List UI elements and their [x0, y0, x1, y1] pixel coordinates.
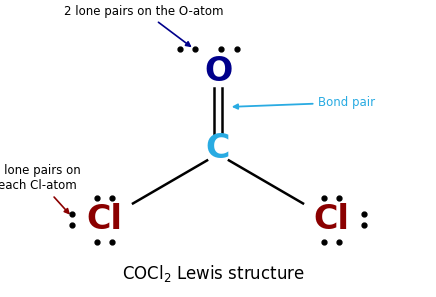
Text: 2 lone pairs on the O-atom: 2 lone pairs on the O-atom — [64, 5, 224, 46]
Text: 3 lone pairs on
each Cl-atom: 3 lone pairs on each Cl-atom — [0, 164, 81, 213]
Text: Cl: Cl — [87, 203, 123, 236]
Text: O: O — [204, 55, 232, 88]
Text: COCl$_2$ Lewis structure: COCl$_2$ Lewis structure — [122, 263, 305, 284]
Text: C: C — [206, 132, 230, 165]
Text: Cl: Cl — [313, 203, 349, 236]
Text: Bond pair: Bond pair — [234, 96, 375, 109]
